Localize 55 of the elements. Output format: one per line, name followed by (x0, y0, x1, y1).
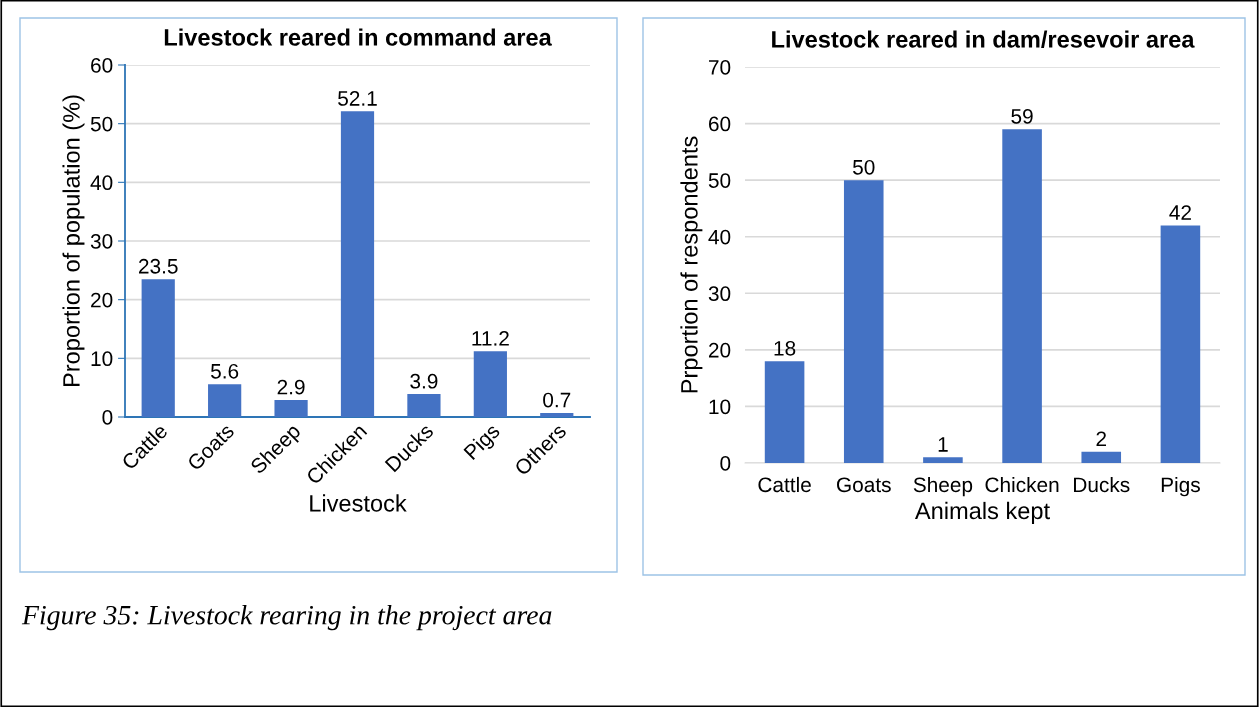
caption: Figure 35: Livestock rearing in the project area (21, 605, 552, 631)
data-label: 5.6 (211, 363, 239, 379)
x-tick-label: Ducks (1074, 476, 1130, 493)
bar (923, 457, 963, 463)
x-axis-title: Livestock (310, 494, 407, 512)
y-tick-label: 50 (90, 116, 113, 132)
y-tick-label: 40 (708, 229, 731, 245)
data-label: 11.2 (472, 331, 509, 346)
y-tick-label: 50 (708, 173, 731, 188)
y-tick-label: 0 (102, 410, 113, 425)
y-tick-label: 30 (708, 286, 731, 302)
bar (1160, 225, 1201, 463)
y-axis-title: Proportion of population (%) (62, 95, 85, 387)
bar (843, 180, 884, 463)
y-tick-label: 70 (709, 60, 731, 75)
data-label: 3.9 (410, 373, 438, 389)
bar (1002, 129, 1042, 463)
y-tick-label: 10 (91, 351, 113, 367)
bar (274, 399, 308, 417)
bar (764, 361, 805, 463)
y-tick-label: 60 (91, 58, 113, 73)
bar (407, 394, 441, 417)
y-tick-label: 30 (90, 234, 113, 249)
data-label: 0.7 (543, 392, 571, 408)
y-tick-label: 40 (90, 175, 113, 191)
x-tick-label: Chicken (985, 476, 1059, 493)
y-tick-label: 20 (708, 342, 731, 358)
y-tick-label: 0 (720, 456, 731, 471)
data-label: 23.5 (138, 258, 178, 274)
bar (473, 351, 507, 417)
data-label: 18 (774, 340, 796, 356)
bar (1081, 451, 1122, 463)
data-label: 1 (938, 437, 948, 452)
y-tick-label: 60 (709, 116, 731, 132)
y-tick-label: 10 (709, 399, 731, 415)
x-tick-label: Cattle (758, 476, 811, 493)
data-label: 2 (1096, 431, 1106, 446)
bar (340, 111, 375, 417)
data-label: 2.9 (277, 379, 305, 395)
data-label: 50 (853, 159, 875, 175)
chart-title: Livestock reared in command area (164, 28, 552, 46)
x-tick-label: Pigs (1161, 476, 1200, 497)
x-axis-title: Animals kept (914, 501, 1050, 524)
y-axis-title: Prportion of respondents (680, 136, 703, 393)
bar (208, 384, 242, 417)
data-label: 52.1 (338, 91, 377, 106)
bar (540, 412, 574, 417)
x-tick-label: Goats (837, 477, 891, 493)
x-tick-label: Pigs (462, 422, 504, 464)
bar (141, 279, 175, 417)
y-tick-label: 20 (91, 292, 113, 308)
chart-title: Livestock reared in dam/resevoir area (772, 30, 1195, 49)
data-label: 59 (1011, 108, 1033, 124)
x-tick-label: Sheep (913, 476, 973, 497)
data-label: 42 (1169, 205, 1191, 220)
